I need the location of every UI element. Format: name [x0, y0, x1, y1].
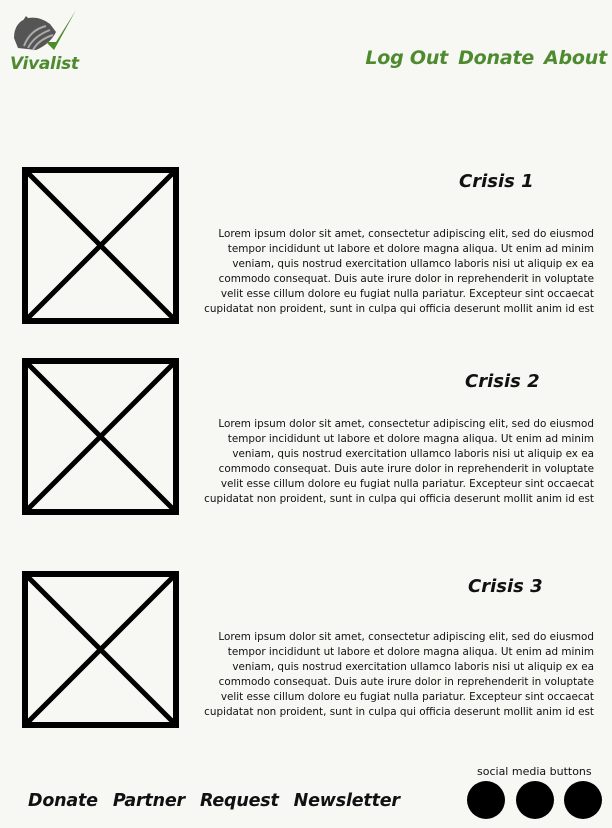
crisis-title: Crisis 2	[465, 371, 540, 392]
social-media-label: social media buttons	[477, 765, 592, 778]
social-circle-icon[interactable]	[467, 781, 505, 819]
footer-newsletter-link[interactable]: Newsletter	[293, 791, 400, 811]
footer-request-link[interactable]: Request	[199, 791, 279, 811]
social-circle-icon[interactable]	[516, 781, 554, 819]
crisis-description: Lorem ipsum dolor sit amet, consectetur …	[204, 228, 594, 319]
nav-about-link[interactable]: About	[544, 47, 607, 69]
footer-nav: Donate Partner Request Newsletter	[28, 791, 400, 811]
crisis-description: Lorem ipsum dolor sit amet, consectetur …	[204, 631, 594, 722]
crisis-title: Crisis 3	[468, 576, 543, 597]
image-placeholder-icon[interactable]	[22, 167, 179, 324]
image-placeholder-icon[interactable]	[22, 571, 179, 728]
footer-partner-link[interactable]: Partner	[112, 791, 185, 811]
social-circle-icon[interactable]	[564, 781, 602, 819]
crisis-title: Crisis 1	[459, 171, 534, 192]
brand-logo[interactable]: Vivalist	[8, 8, 82, 74]
image-placeholder-icon[interactable]	[22, 358, 179, 515]
brand-name: Vivalist	[10, 54, 79, 74]
nav-log-out-link[interactable]: Log Out	[365, 47, 449, 69]
crisis-description: Lorem ipsum dolor sit amet, consectetur …	[204, 418, 594, 509]
bird-checkmark-icon	[14, 10, 76, 51]
footer-donate-link[interactable]: Donate	[28, 791, 98, 811]
nav-donate-link[interactable]: Donate	[458, 47, 535, 69]
top-nav: Log Out Donate About	[365, 47, 607, 69]
